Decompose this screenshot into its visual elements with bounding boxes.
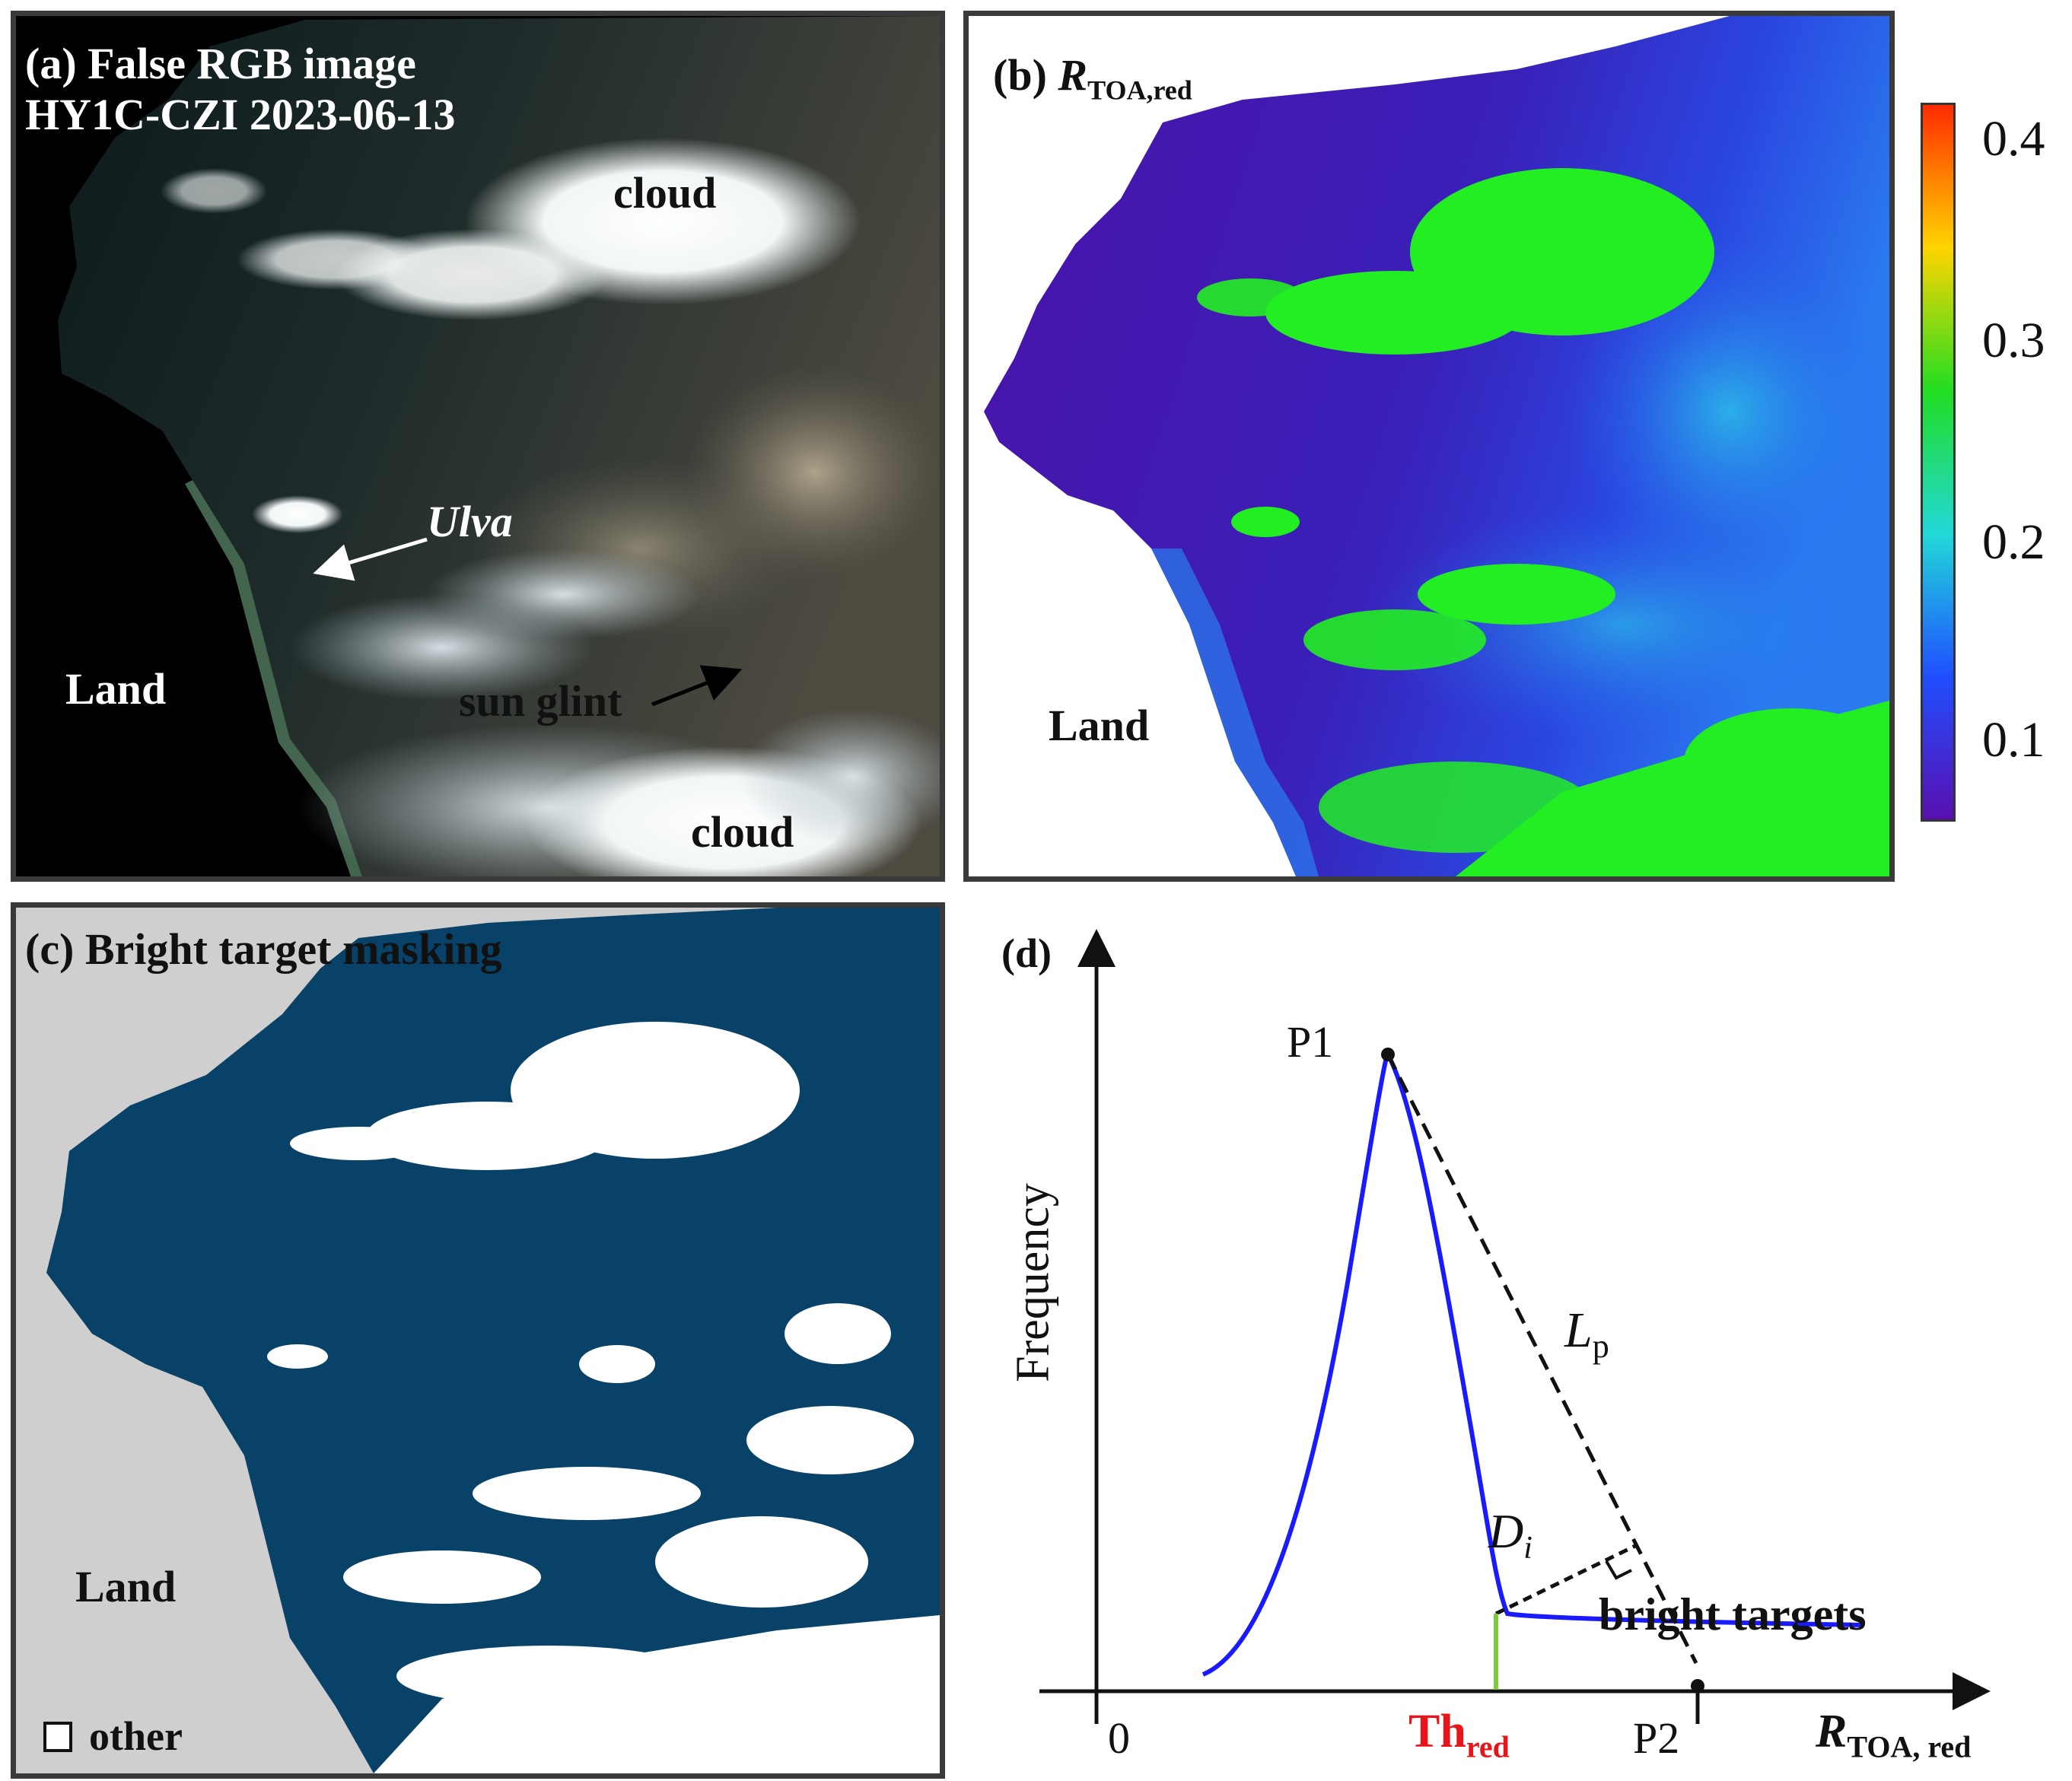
panel-a-false-rgb: (a) False RGB image HY1C-CZI 2023-06-13 … [11, 11, 945, 882]
colorbar-tick-2: 0.2 [1982, 514, 2045, 570]
panel-a-title: (a) False RGB image HY1C-CZI 2023-06-13 [25, 39, 455, 140]
frequency-curve [1202, 1051, 1862, 1677]
di-label: Di [1488, 1503, 1533, 1566]
colorbar-tick-3: 0.1 [1982, 712, 2045, 768]
label-land-a: Land [65, 664, 167, 714]
label-cloud-bottom: cloud [691, 807, 794, 857]
lp-subscript: p [1592, 1328, 1609, 1366]
bright-targets-label: bright targets [1599, 1589, 1867, 1639]
colorbar-tick-0: 0.4 [1982, 111, 2045, 167]
x-axis-label: RTOA, red [1816, 1705, 1971, 1764]
sun-glint-arrow [651, 665, 743, 707]
p1-label: P1 [1287, 1017, 1334, 1067]
panel-c-title-line1: (c) Bright target masking [25, 924, 502, 974]
right-angle-mark [1605, 1560, 1632, 1580]
y-axis-label: Frequency [1007, 1183, 1059, 1382]
label-land-b: Land [1049, 701, 1150, 750]
panel-d-threshold-diagram: (d) Frequency 0 P1 P2 Lp Di bright targe… [963, 902, 2072, 1781]
panel-b-title: (b) RTOA,red [993, 50, 1192, 107]
lp-label: Lp [1564, 1302, 1609, 1366]
lp-symbol: L [1564, 1302, 1593, 1358]
threshold-label: Thred [1408, 1705, 1510, 1764]
panel-b-title-subscript: TOA,red [1087, 75, 1192, 106]
di-subscript: i [1523, 1530, 1533, 1566]
panel-b-title-symbol: R [1058, 50, 1088, 100]
label-sun-glint: sun glint [459, 676, 622, 726]
false-rgb-image [16, 16, 940, 876]
lp-line [1386, 1053, 1698, 1665]
legend-other-swatch [43, 1722, 72, 1752]
threshold-subscript: red [1466, 1729, 1510, 1764]
panel-b-rtoa-red: (b) RTOA,red Land [963, 11, 1895, 882]
label-ulva: Ulva [427, 497, 513, 546]
di-line [1494, 1543, 1638, 1616]
panel-a-arrows [313, 537, 743, 707]
x-axis-label-symbol: R [1816, 1706, 1848, 1757]
label-cloud-top: cloud [613, 168, 717, 218]
panel-c-title: (c) Bright target masking [25, 924, 502, 975]
origin-label: 0 [1108, 1713, 1130, 1763]
legend-other-label: other [89, 1713, 183, 1759]
panel-a-title-line2: HY1C-CZI 2023-06-13 [25, 89, 456, 139]
panel-a-title-line1: (a) False RGB image [25, 39, 416, 88]
panel-b-title-prefix: (b) [993, 50, 1058, 100]
p2-label: P2 [1633, 1713, 1680, 1763]
panel-d-title: (d) [1001, 930, 1052, 976]
threshold-symbol: Th [1408, 1706, 1466, 1757]
ulva-arrow [313, 537, 428, 581]
threshold-diagram [1039, 929, 1991, 1724]
x-axis-label-subscript: TOA, red [1847, 1729, 1972, 1764]
bright-target-mask-map [16, 908, 940, 1773]
colorbar [1921, 103, 1956, 822]
panel-c-bright-target-masking: (c) Bright target masking Land other [11, 902, 945, 1779]
di-symbol: D [1488, 1504, 1524, 1558]
p1-marker [1381, 1048, 1395, 1061]
rtoa-red-map [969, 16, 1889, 876]
label-land-c: Land [75, 1562, 177, 1611]
colorbar-tick-1: 0.3 [1982, 313, 2045, 368]
